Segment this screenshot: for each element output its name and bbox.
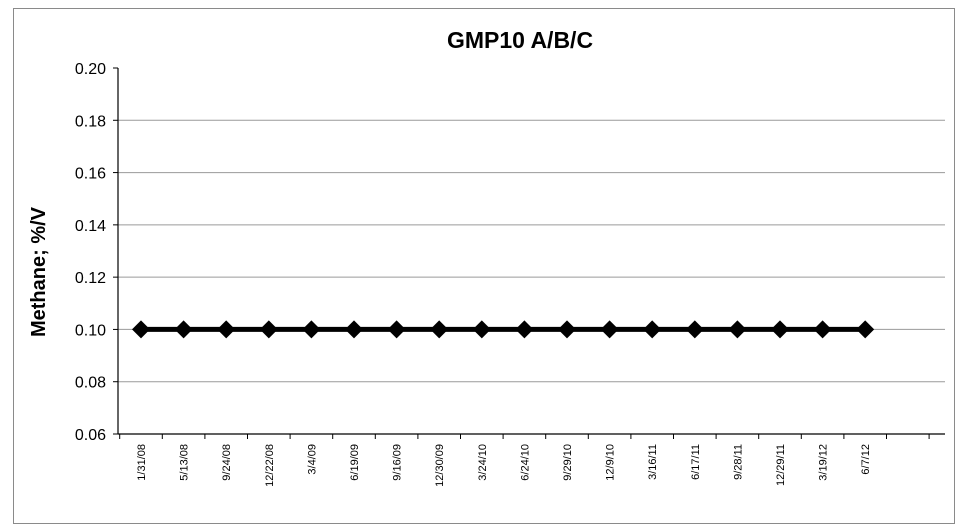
gridlines	[118, 119, 945, 435]
x-tick-label: 12/22/08	[264, 444, 276, 487]
axes	[113, 67, 945, 439]
x-tick-label: 3/19/12	[818, 444, 830, 481]
x-tick-label: 9/29/10	[562, 444, 574, 481]
x-tick-label: 3/24/10	[477, 444, 489, 481]
x-tick-label: 9/24/08	[221, 444, 233, 481]
y-tick-label: 0.12	[75, 270, 106, 287]
x-tick-label: 6/24/10	[519, 444, 531, 481]
data-point-marker	[813, 320, 832, 339]
x-tick-label: 3/16/11	[647, 444, 659, 480]
x-tick-label: 9/28/11	[732, 444, 744, 480]
x-tick-label: 9/16/09	[392, 444, 404, 481]
y-tick-label: 0.08	[75, 375, 106, 392]
x-tick-label: 12/9/10	[605, 444, 617, 481]
x-tick-label: 12/30/09	[434, 444, 446, 487]
x-tick-label: 1/31/08	[136, 444, 148, 481]
data-series	[132, 320, 875, 339]
x-tick-label: 5/13/08	[179, 444, 191, 481]
y-tick-label: 0.14	[75, 218, 106, 235]
y-tick-label: 0.20	[75, 61, 106, 78]
data-point-marker	[430, 320, 449, 339]
data-point-marker	[217, 320, 236, 339]
data-point-marker	[558, 320, 576, 339]
data-point-marker	[132, 320, 150, 339]
y-tick-label: 0.16	[75, 166, 106, 183]
x-tick-label: 6/17/11	[690, 444, 702, 480]
data-point-marker	[302, 320, 321, 339]
y-tick-label: 0.18	[75, 113, 106, 130]
y-tick-label: 0.10	[75, 322, 106, 339]
x-tick-labels: 1/31/08 5/13/08 9/24/08 12/22/08 3/4/09 6/19/…	[136, 444, 872, 487]
x-tick-label: 12/29/11	[775, 444, 787, 486]
data-point-marker	[174, 320, 193, 339]
y-tick-label: 0.06	[75, 427, 106, 444]
data-point-marker	[515, 320, 534, 339]
x-tick-label: 3/4/09	[306, 444, 318, 475]
data-point-marker	[387, 320, 406, 339]
data-point-marker	[856, 320, 875, 339]
data-point-marker	[643, 320, 662, 339]
data-point-marker	[728, 320, 747, 339]
y-axis-label: Methane; %/V	[28, 206, 50, 337]
x-tick-label: 6/7/12	[860, 444, 872, 475]
data-point-marker	[685, 320, 704, 339]
data-point-marker	[600, 320, 619, 339]
y-tick-labels: 0.20 0.18 0.16 0.14 0.12 0.10 0.08 0.06	[75, 61, 106, 444]
x-tick-label: 6/19/09	[349, 444, 361, 481]
data-point-marker	[771, 320, 789, 339]
chart-title: GMP10 A/B/C	[447, 27, 593, 53]
data-point-marker	[345, 320, 363, 339]
data-point-marker	[472, 320, 491, 339]
data-point-marker	[259, 320, 278, 339]
chart-frame	[13, 8, 955, 524]
